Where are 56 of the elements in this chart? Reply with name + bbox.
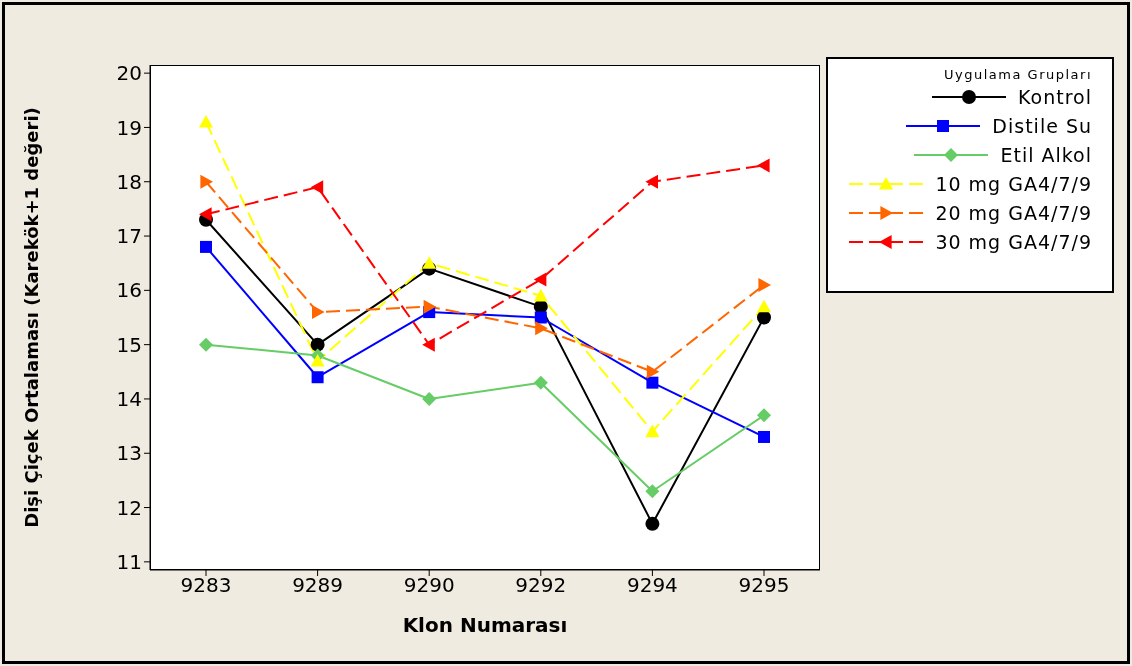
y-tick-label: 18: [116, 169, 142, 194]
x-tick-label: 9295: [738, 573, 790, 598]
point: [422, 391, 437, 406]
point: [199, 115, 213, 128]
y-tick-label: 15: [116, 332, 142, 357]
point: [757, 310, 771, 325]
x-tick-label: 9283: [180, 573, 232, 598]
y-tick-label: 17: [116, 224, 142, 249]
y-tick-label: 12: [116, 495, 142, 520]
point: [758, 277, 771, 292]
y-tick-label: 11: [116, 549, 142, 574]
point: [311, 371, 324, 384]
y-tick-label: 16: [116, 278, 142, 303]
point: [422, 337, 435, 352]
y-tick-label: 20: [116, 61, 142, 86]
point: [310, 353, 325, 367]
point: [535, 321, 548, 336]
y-tick-label: 13: [116, 441, 142, 466]
legend-label: 20 mg GA4/7/9: [935, 201, 1092, 224]
point: [757, 299, 771, 313]
y-axis-title: Dişi Çiçek Ortalaması (Karekök+1 değeri): [21, 107, 43, 528]
point: [757, 158, 770, 173]
point: [423, 299, 437, 314]
legend-label: Kontrol: [1018, 85, 1092, 108]
point: [199, 207, 212, 222]
point: [645, 516, 660, 531]
point: [645, 484, 660, 499]
point: [534, 311, 547, 324]
legend-title: Uygulama Grupları: [943, 67, 1093, 82]
point: [533, 375, 548, 390]
point: [310, 180, 324, 195]
legend-label: Distile Su: [992, 114, 1092, 137]
point: [645, 424, 660, 438]
legend-label: 10 mg GA4/7/9: [935, 172, 1092, 195]
point: [199, 337, 213, 352]
point: [422, 256, 437, 269]
x-tick-label: 9289: [292, 573, 344, 598]
point: [200, 174, 213, 189]
point: [757, 408, 771, 423]
point: [645, 174, 658, 189]
point: [758, 430, 770, 443]
y-tick-label: 14: [116, 387, 142, 412]
legend-label: Etil Alkol: [1000, 143, 1092, 166]
point: [310, 337, 325, 352]
point: [200, 240, 212, 253]
point: [533, 272, 547, 287]
point: [646, 364, 660, 379]
x-tick-label: 9292: [515, 573, 567, 598]
legend-label: 30 mg GA4/7/9: [935, 230, 1092, 253]
point: [646, 376, 659, 389]
y-tick-label: 19: [116, 115, 142, 140]
x-axis-title: Klon Numarası: [402, 613, 568, 637]
point: [533, 288, 548, 302]
point: [312, 305, 325, 320]
x-tick-label: 9294: [626, 573, 678, 598]
x-tick-label: 9290: [403, 573, 455, 598]
